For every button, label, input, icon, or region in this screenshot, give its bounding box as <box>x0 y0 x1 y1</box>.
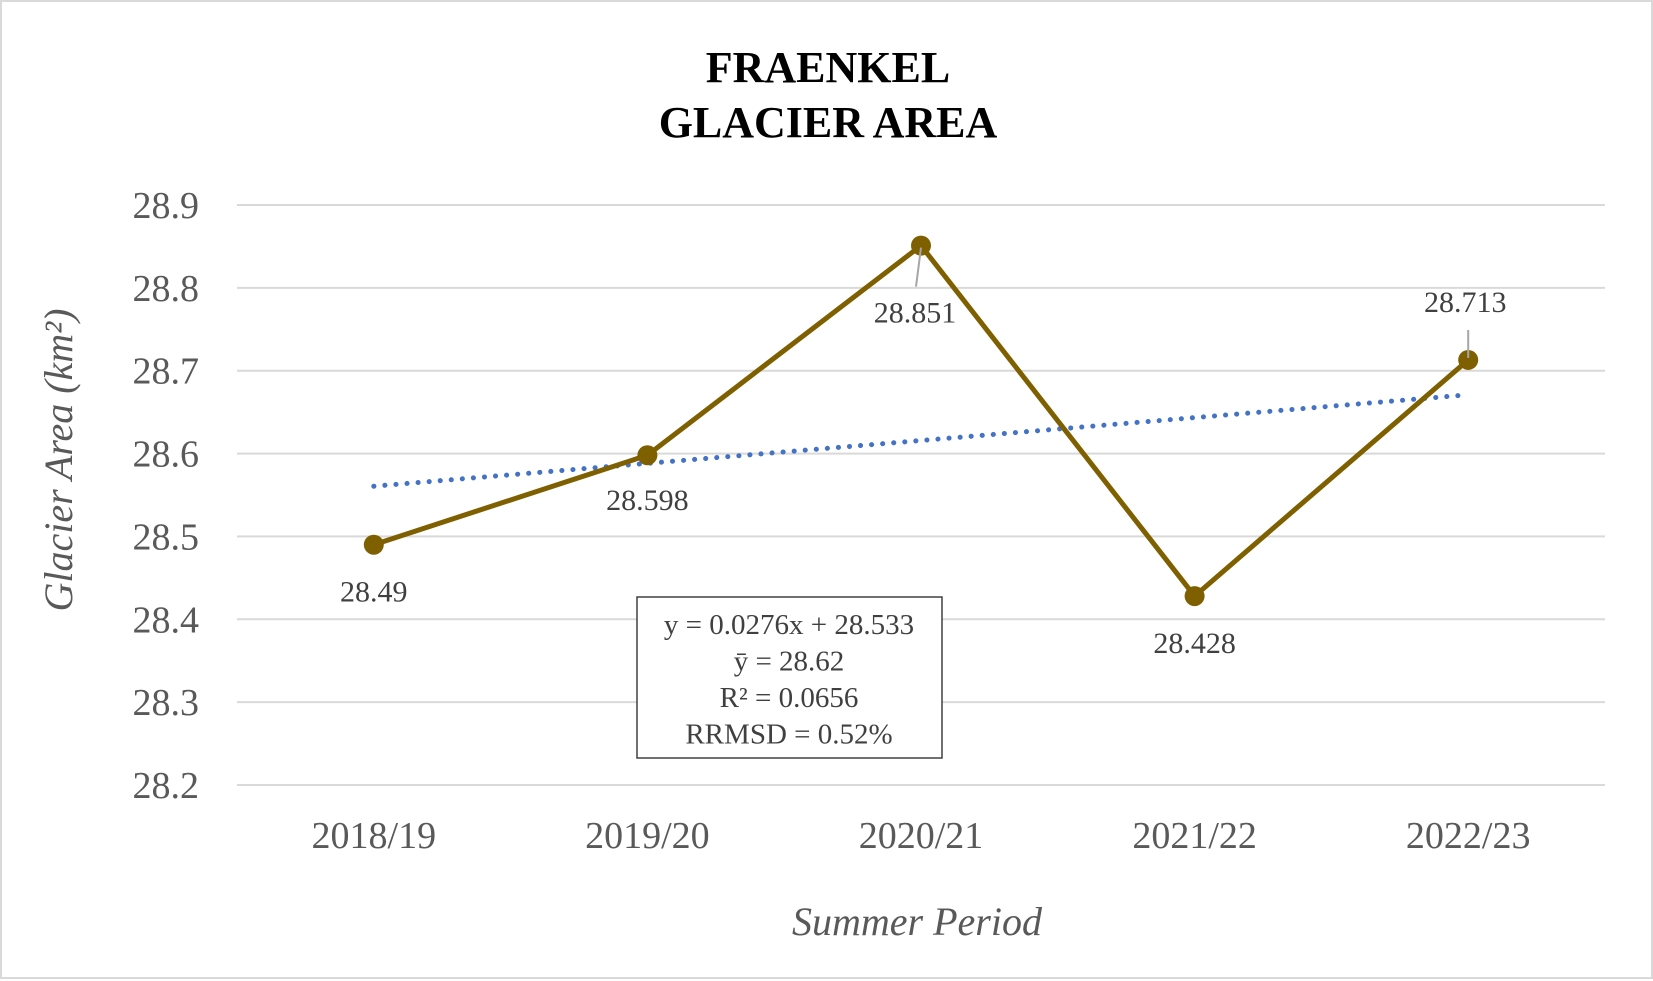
data-label-leader <box>915 247 922 287</box>
y-tick-label: 28.6 <box>133 434 200 476</box>
data-label: 28.598 <box>606 484 689 517</box>
x-tick-label: 2022/23 <box>1406 815 1531 857</box>
stats-box-line: y = 0.0276x + 28.533 <box>664 609 914 641</box>
stats-box-line: RRMSD = 0.52% <box>685 719 892 751</box>
data-label: 28.428 <box>1153 627 1236 660</box>
chart-title-line-1: FRAENKEL <box>706 43 950 92</box>
y-tick-label: 28.8 <box>133 268 200 310</box>
stats-box-line: ȳ = 28.62 <box>734 646 845 678</box>
data-point <box>363 534 384 555</box>
data-point <box>637 445 658 466</box>
y-axis-label: Glacier Area (km²) <box>36 308 81 611</box>
y-tick-label: 28.3 <box>133 682 200 724</box>
stats-box: y = 0.0276x + 28.533 ȳ = 28.62 R² = 0.0656… <box>636 596 943 759</box>
data-labels: 28.49 28.598 28.851 28.428 28.713 <box>340 247 1507 660</box>
x-tick-label: 2018/19 <box>312 815 437 857</box>
y-axis-tick-labels: 28.2 28.3 28.4 28.5 28.6 28.7 28.8 28.9 <box>133 185 200 807</box>
x-axis-label: Summer Period <box>792 899 1043 944</box>
y-tick-label: 28.9 <box>133 185 200 227</box>
data-point <box>911 235 931 256</box>
y-tick-label: 28.2 <box>133 765 200 807</box>
x-tick-label: 2019/20 <box>585 815 710 857</box>
data-point <box>1184 586 1205 607</box>
data-point <box>1458 349 1479 370</box>
chart-title: FRAENKEL GLACIER AREA <box>659 43 998 147</box>
stats-box-line: R² = 0.0656 <box>720 682 859 714</box>
chart-title-line-2: GLACIER AREA <box>659 98 998 147</box>
series-glacier-area <box>363 235 1479 607</box>
x-tick-label: 2020/21 <box>859 815 984 857</box>
y-tick-label: 28.5 <box>133 516 200 558</box>
x-axis-tick-labels: 2018/19 2019/20 2020/21 2021/22 2022/23 <box>312 815 1531 857</box>
x-tick-label: 2021/22 <box>1132 815 1257 857</box>
trendline-line <box>371 392 1471 489</box>
trendline <box>371 392 1471 489</box>
stats-box-frame <box>636 596 943 759</box>
data-label: 28.713 <box>1424 286 1507 319</box>
data-label: 28.49 <box>340 576 408 609</box>
data-label: 28.851 <box>874 297 957 330</box>
y-tick-label: 28.7 <box>133 351 200 393</box>
y-tick-label: 28.4 <box>133 599 200 641</box>
